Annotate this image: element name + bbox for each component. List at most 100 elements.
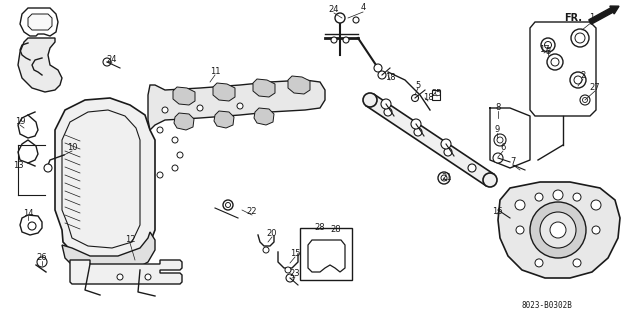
Text: 27: 27 (589, 84, 600, 93)
Circle shape (223, 200, 233, 210)
Polygon shape (253, 79, 275, 97)
Circle shape (580, 95, 590, 105)
Text: 5: 5 (415, 80, 420, 90)
Circle shape (177, 152, 183, 158)
Text: 9: 9 (494, 125, 500, 135)
FancyArrow shape (589, 6, 619, 24)
Circle shape (570, 72, 586, 88)
Polygon shape (18, 38, 62, 92)
Circle shape (591, 200, 601, 210)
Circle shape (263, 247, 269, 253)
Polygon shape (70, 260, 182, 284)
Text: 24: 24 (107, 56, 117, 64)
Circle shape (44, 164, 52, 172)
Circle shape (535, 259, 543, 267)
Text: 13: 13 (13, 160, 23, 169)
Text: 23: 23 (290, 270, 300, 278)
Polygon shape (173, 87, 195, 105)
Circle shape (331, 37, 337, 43)
Circle shape (381, 99, 391, 109)
Circle shape (237, 103, 243, 109)
Circle shape (384, 108, 392, 116)
Circle shape (374, 64, 382, 72)
Circle shape (550, 222, 566, 238)
Text: 2: 2 (580, 70, 586, 79)
Circle shape (573, 193, 581, 201)
Text: 11: 11 (210, 68, 220, 77)
Circle shape (378, 71, 386, 79)
Circle shape (571, 29, 589, 47)
Circle shape (540, 212, 576, 248)
Circle shape (37, 257, 47, 267)
Circle shape (117, 274, 123, 280)
Text: 28: 28 (331, 226, 341, 234)
Text: 12: 12 (125, 235, 135, 244)
Polygon shape (213, 83, 235, 101)
Text: 15: 15 (290, 249, 300, 258)
Text: 16: 16 (492, 206, 502, 216)
Circle shape (197, 105, 203, 111)
Circle shape (553, 190, 563, 200)
Circle shape (162, 107, 168, 113)
Circle shape (493, 153, 503, 163)
Circle shape (441, 139, 451, 149)
Circle shape (285, 267, 291, 273)
Text: FR.: FR. (564, 13, 582, 23)
Polygon shape (55, 98, 155, 260)
Text: 18: 18 (422, 93, 433, 102)
Text: 21: 21 (442, 174, 452, 182)
Circle shape (28, 222, 36, 230)
Polygon shape (174, 113, 194, 130)
Circle shape (411, 119, 421, 129)
Text: 4: 4 (360, 4, 365, 12)
Text: 22: 22 (247, 207, 257, 217)
Text: 14: 14 (23, 209, 33, 218)
Circle shape (412, 94, 419, 101)
Text: 26: 26 (36, 254, 47, 263)
Text: 3: 3 (545, 48, 550, 56)
Polygon shape (366, 94, 494, 186)
Circle shape (573, 259, 581, 267)
Circle shape (468, 164, 476, 172)
Circle shape (483, 173, 497, 187)
Text: 7: 7 (510, 158, 516, 167)
Circle shape (547, 54, 563, 70)
Circle shape (145, 274, 151, 280)
Circle shape (172, 137, 178, 143)
Circle shape (438, 172, 450, 184)
Circle shape (541, 38, 555, 52)
Circle shape (444, 148, 452, 156)
Circle shape (516, 226, 524, 234)
Polygon shape (28, 14, 52, 30)
Circle shape (535, 193, 543, 201)
Text: 8023-B0302B: 8023-B0302B (522, 301, 572, 310)
Text: 8: 8 (495, 103, 500, 113)
Circle shape (343, 37, 349, 43)
Circle shape (157, 127, 163, 133)
Text: 24: 24 (329, 5, 339, 14)
Polygon shape (148, 80, 325, 130)
Text: 1: 1 (589, 13, 595, 23)
Text: 6: 6 (500, 144, 506, 152)
Text: 17: 17 (539, 46, 549, 55)
Circle shape (592, 226, 600, 234)
Text: 10: 10 (67, 144, 77, 152)
Circle shape (103, 58, 111, 66)
Polygon shape (254, 108, 274, 125)
Circle shape (414, 128, 422, 136)
Polygon shape (288, 76, 310, 94)
Polygon shape (62, 232, 155, 274)
Text: 19: 19 (15, 117, 25, 127)
Circle shape (353, 17, 359, 23)
Circle shape (335, 13, 345, 23)
Circle shape (515, 200, 525, 210)
Bar (300, 228, 352, 280)
Circle shape (494, 134, 506, 146)
Circle shape (530, 202, 586, 258)
Circle shape (363, 93, 377, 107)
Text: 25: 25 (432, 88, 442, 98)
Polygon shape (498, 182, 620, 278)
Text: 20: 20 (267, 229, 277, 239)
Circle shape (172, 165, 178, 171)
Text: 28: 28 (315, 224, 325, 233)
